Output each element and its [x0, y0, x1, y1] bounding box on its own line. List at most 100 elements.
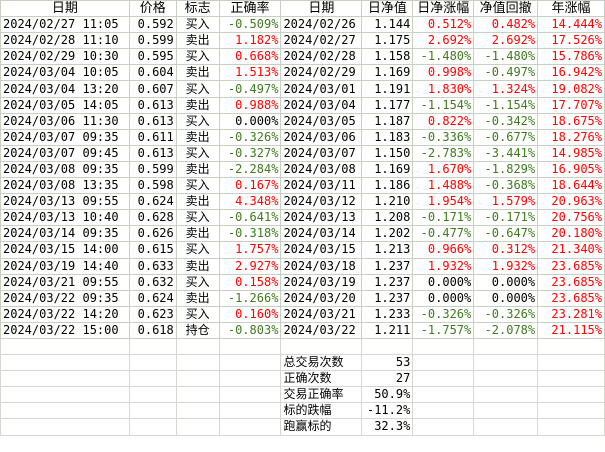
empty-cell[interactable] — [473, 337, 539, 356]
accuracy-cell[interactable]: -0.497% — [218, 80, 282, 98]
flag-cell[interactable]: 卖出 — [175, 64, 220, 82]
nav-cell[interactable]: 1.211 — [361, 321, 414, 339]
stat-label[interactable]: 正确次数 — [280, 370, 363, 388]
flag-cell[interactable]: 买入 — [175, 16, 220, 34]
trade-datetime-cell[interactable]: 2024/03/22 09:35 — [0, 289, 130, 307]
accuracy-cell[interactable]: -0.327% — [218, 144, 282, 162]
empty-cell[interactable] — [412, 386, 475, 404]
accuracy-header[interactable]: 正确率 — [218, 0, 282, 18]
trade-datetime-cell[interactable]: 2024/03/13 10:40 — [0, 209, 130, 227]
daily-change-cell[interactable]: 0.000% — [412, 273, 475, 291]
trade-datetime-cell[interactable]: 2024/03/22 15:00 — [0, 321, 130, 339]
drawdown-cell[interactable]: -1.480% — [473, 48, 539, 66]
drawdown-cell[interactable]: -0.497% — [473, 64, 539, 82]
empty-cell[interactable] — [128, 337, 177, 356]
nav-header[interactable]: 日净值 — [361, 0, 414, 18]
accuracy-cell[interactable]: 0.167% — [218, 177, 282, 195]
nav-date-cell[interactable]: 2024/03/12 — [280, 193, 363, 211]
empty-cell[interactable] — [537, 386, 605, 404]
flag-cell[interactable]: 持仓 — [175, 321, 220, 339]
accuracy-cell[interactable]: 0.158% — [218, 273, 282, 291]
nav-date-cell[interactable]: 2024/03/14 — [280, 225, 363, 243]
empty-cell[interactable] — [0, 402, 130, 420]
flag-cell[interactable]: 卖出 — [175, 128, 220, 146]
nav-date-cell[interactable]: 2024/02/27 — [280, 32, 363, 50]
daily-change-cell[interactable]: -0.171% — [412, 209, 475, 227]
daily-change-cell[interactable]: 0.966% — [412, 241, 475, 259]
empty-cell[interactable] — [175, 370, 220, 388]
empty-cell[interactable] — [128, 418, 177, 436]
annual-change-cell[interactable]: 18.276% — [537, 128, 605, 146]
accuracy-cell[interactable]: 4.348% — [218, 193, 282, 211]
empty-cell[interactable] — [473, 418, 539, 436]
flag-cell[interactable]: 卖出 — [175, 225, 220, 243]
nav-date-cell[interactable]: 2024/03/13 — [280, 209, 363, 227]
nav-cell[interactable]: 1.237 — [361, 273, 414, 291]
daily-change-cell[interactable]: 0.000% — [412, 289, 475, 307]
trade-datetime-cell[interactable]: 2024/03/07 09:45 — [0, 144, 130, 162]
nav-cell[interactable]: 1.237 — [361, 257, 414, 275]
flag-cell[interactable]: 买入 — [175, 48, 220, 66]
annual-change-cell[interactable]: 16.905% — [537, 160, 605, 179]
drawdown-cell[interactable]: -0.342% — [473, 112, 539, 130]
empty-cell[interactable] — [128, 386, 177, 404]
empty-cell[interactable] — [412, 354, 475, 372]
empty-cell[interactable] — [175, 418, 220, 436]
empty-cell[interactable] — [0, 386, 130, 404]
empty-cell[interactable] — [218, 418, 282, 436]
price-cell[interactable]: 0.598 — [128, 177, 177, 195]
daily-change-cell[interactable]: -1.480% — [412, 48, 475, 66]
stat-label[interactable]: 总交易次数 — [280, 354, 363, 372]
annual-change-cell[interactable]: 18.675% — [537, 112, 605, 130]
nav-cell[interactable]: 1.208 — [361, 209, 414, 227]
accuracy-cell[interactable]: 0.160% — [218, 305, 282, 323]
accuracy-cell[interactable]: -0.509% — [218, 16, 282, 34]
annual-change-cell[interactable]: 20.963% — [537, 193, 605, 211]
annual-change-cell[interactable]: 18.644% — [537, 177, 605, 195]
empty-cell[interactable] — [537, 337, 605, 356]
price-cell[interactable]: 0.595 — [128, 48, 177, 66]
daily-change-cell[interactable]: -1.154% — [412, 96, 475, 114]
trade-datetime-cell[interactable]: 2024/02/27 11:05 — [0, 16, 130, 34]
daily-change-cell[interactable]: 1.488% — [412, 177, 475, 195]
trade-datetime-cell[interactable]: 2024/03/13 09:55 — [0, 193, 130, 211]
accuracy-cell[interactable]: 1.182% — [218, 32, 282, 50]
annual-change-cell[interactable]: 15.786% — [537, 48, 605, 66]
drawdown-cell[interactable]: -0.677% — [473, 128, 539, 146]
accuracy-cell[interactable]: -0.318% — [218, 225, 282, 243]
trade-datetime-cell[interactable]: 2024/03/21 09:55 — [0, 273, 130, 291]
nav-date-cell[interactable]: 2024/03/21 — [280, 305, 363, 323]
annual-change-cell[interactable]: 21.340% — [537, 241, 605, 259]
date-header[interactable]: 日期 — [0, 0, 130, 18]
stat-value[interactable]: 27 — [361, 370, 414, 388]
flag-cell[interactable]: 买入 — [175, 273, 220, 291]
annual-change-cell[interactable]: 17.526% — [537, 32, 605, 50]
stat-value[interactable]: -11.2% — [361, 402, 414, 420]
nav-cell[interactable]: 1.187 — [361, 112, 414, 130]
accuracy-cell[interactable]: 0.668% — [218, 48, 282, 66]
empty-cell[interactable] — [128, 402, 177, 420]
nav-date-cell[interactable]: 2024/03/15 — [280, 241, 363, 259]
flag-cell[interactable]: 买入 — [175, 209, 220, 227]
empty-cell[interactable] — [412, 337, 475, 356]
price-cell[interactable]: 0.618 — [128, 321, 177, 339]
nav-date-cell[interactable]: 2024/03/18 — [280, 257, 363, 275]
trade-datetime-cell[interactable]: 2024/03/08 09:35 — [0, 160, 130, 179]
accuracy-cell[interactable]: -0.326% — [218, 128, 282, 146]
accuracy-cell[interactable]: 1.513% — [218, 64, 282, 82]
empty-cell[interactable] — [0, 418, 130, 436]
accuracy-cell[interactable]: 0.000% — [218, 112, 282, 130]
trade-datetime-cell[interactable]: 2024/03/19 14:40 — [0, 257, 130, 275]
nav-date-cell[interactable]: 2024/02/26 — [280, 16, 363, 34]
daily-change-cell[interactable]: -1.757% — [412, 321, 475, 339]
accuracy-cell[interactable]: -2.284% — [218, 160, 282, 179]
nav-cell[interactable]: 1.186 — [361, 177, 414, 195]
drawdown-cell[interactable]: -3.441% — [473, 144, 539, 162]
empty-cell[interactable] — [0, 354, 130, 372]
flag-cell[interactable]: 买入 — [175, 144, 220, 162]
annual-change-cell[interactable]: 21.115% — [537, 321, 605, 339]
empty-cell[interactable] — [412, 370, 475, 388]
nav-date-cell[interactable]: 2024/03/01 — [280, 80, 363, 98]
accuracy-cell[interactable]: 0.988% — [218, 96, 282, 114]
nav-date-cell[interactable]: 2024/03/07 — [280, 144, 363, 162]
